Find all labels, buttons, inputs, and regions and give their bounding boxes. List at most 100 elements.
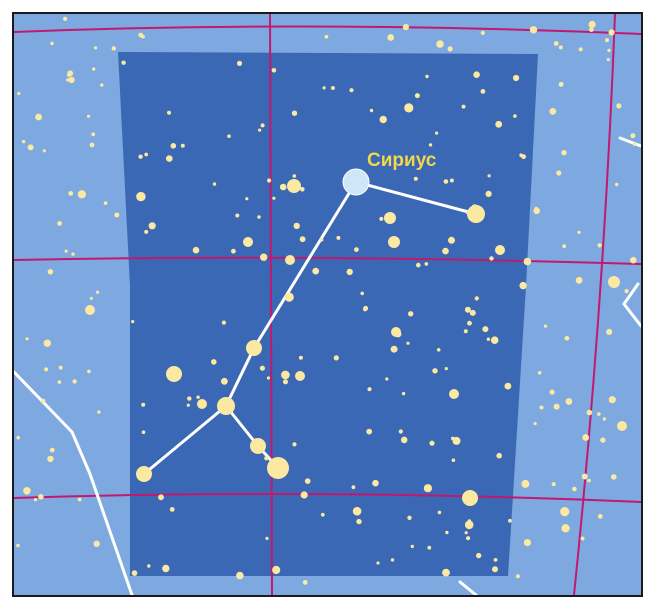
star [533,422,537,426]
star [41,398,46,403]
star [267,457,289,479]
star [281,370,290,380]
star [410,544,414,549]
star [390,558,395,562]
star [97,410,101,414]
star [260,253,268,261]
star [447,46,453,52]
star [480,30,485,35]
star [519,153,523,157]
star [404,103,414,113]
grid-line [14,492,641,503]
star [602,417,607,421]
star [298,355,303,360]
star [451,458,456,463]
star [414,93,420,99]
star [369,108,374,113]
star [94,46,98,50]
star [561,524,570,533]
star [427,545,432,550]
stars [16,16,637,585]
star [437,510,442,515]
star [577,230,581,234]
star [401,391,406,396]
constellation-line [142,180,358,476]
star [487,174,491,178]
star [356,518,362,525]
star [131,320,135,324]
star [169,507,175,512]
star [617,421,627,431]
star [597,243,602,248]
star [173,367,179,372]
star [100,83,104,87]
star [71,252,75,256]
star [388,236,400,248]
star [394,330,402,338]
star [250,438,266,454]
star [245,197,249,201]
star [469,309,476,316]
star [451,436,455,441]
star [23,487,31,495]
star [144,152,149,157]
star [266,376,270,380]
star [42,149,46,153]
star [320,512,325,517]
star [630,256,637,264]
star [58,365,63,370]
star [582,434,590,441]
star [442,568,450,577]
star [464,306,471,313]
star [92,67,96,71]
star [68,191,74,196]
star [257,215,261,219]
star [562,244,566,249]
star [279,183,287,191]
star [372,479,379,487]
star [295,371,305,381]
star [384,212,396,224]
star [17,91,21,96]
star [63,16,68,21]
star [490,336,499,345]
star [463,329,468,334]
star [581,473,588,480]
star [354,247,359,253]
star [217,397,235,415]
star [91,132,96,137]
star [283,379,288,385]
star [367,387,372,392]
star [387,34,395,41]
star [330,86,335,90]
star [428,143,433,147]
star [597,412,601,416]
star [513,114,517,118]
star [385,377,389,381]
star [180,143,185,148]
star [136,466,152,482]
star [376,561,380,565]
star [300,187,305,192]
star [537,371,542,375]
star [605,38,609,43]
star [148,222,156,230]
star [264,456,269,461]
star [558,81,564,87]
star [259,365,265,371]
star [462,490,478,506]
sky-chart: Сириус [14,14,641,595]
star [615,182,619,187]
star [496,452,503,459]
star [27,144,34,151]
star [322,86,326,90]
star [299,236,306,243]
star [89,142,95,148]
star [68,76,75,84]
star [141,402,146,407]
star [121,60,126,65]
star [444,367,448,371]
sirius-label: Сириус [367,150,437,171]
star [486,337,491,341]
star [390,345,398,353]
